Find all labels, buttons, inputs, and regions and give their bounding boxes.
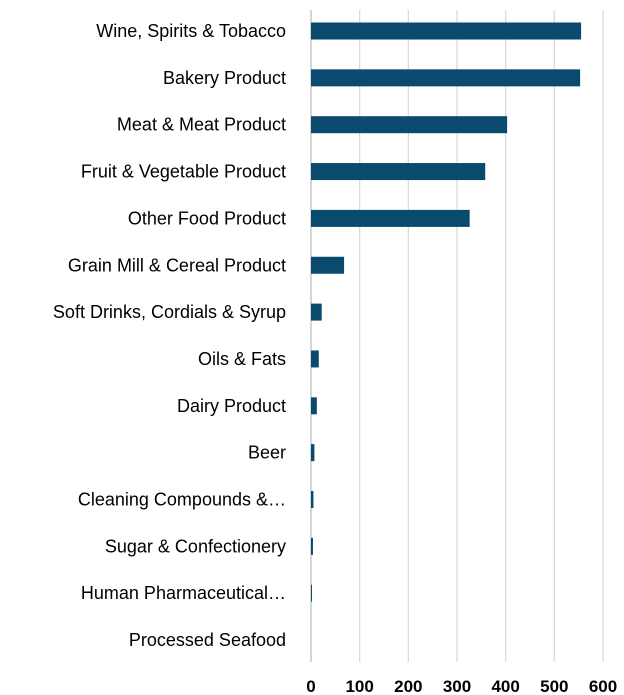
category-label: Other Food Product	[128, 208, 286, 228]
x-tick-label-layer: 0 100 200 300 400 500 600	[306, 677, 617, 695]
category-label: Beer	[248, 443, 286, 463]
bar	[311, 397, 317, 415]
category-label: Oils & Fats	[198, 349, 286, 369]
x-tick-label: 0	[306, 677, 315, 695]
bar	[311, 444, 315, 462]
x-tick-label: 500	[540, 677, 568, 695]
bar	[311, 303, 322, 321]
grid-layer	[310, 10, 604, 662]
x-tick-label: 600	[589, 677, 617, 695]
category-label: Soft Drinks, Cordials & Syrup	[53, 302, 286, 322]
category-label: Processed Seafood	[129, 630, 286, 650]
category-label: Meat & Meat Product	[117, 115, 286, 135]
category-label: Human Pharmaceutical…	[81, 583, 286, 603]
x-tick-label: 200	[394, 677, 422, 695]
bar	[311, 209, 470, 227]
x-tick-label: 300	[443, 677, 471, 695]
bar	[311, 537, 313, 555]
x-tick-label: 400	[491, 677, 519, 695]
category-label-layer: Wine, Spirits & Tobacco Bakery Product Mea…	[53, 21, 286, 650]
bar	[311, 22, 582, 40]
bar	[311, 350, 319, 368]
category-label: Cleaning Compounds &…	[78, 490, 286, 510]
bar	[311, 256, 345, 274]
bar	[311, 584, 312, 602]
bar-layer	[311, 22, 582, 602]
category-label: Bakery Product	[163, 68, 286, 88]
category-label: Grain Mill & Cereal Product	[68, 255, 286, 275]
category-label: Fruit & Vegetable Product	[81, 162, 286, 182]
bar	[311, 163, 486, 181]
category-label: Sugar & Confectionery	[105, 536, 286, 556]
bar	[311, 116, 508, 134]
category-label: Wine, Spirits & Tobacco	[96, 21, 286, 41]
bar	[311, 491, 314, 508]
bar	[311, 69, 581, 87]
x-tick-label: 100	[345, 677, 373, 695]
category-label: Dairy Product	[177, 396, 286, 416]
